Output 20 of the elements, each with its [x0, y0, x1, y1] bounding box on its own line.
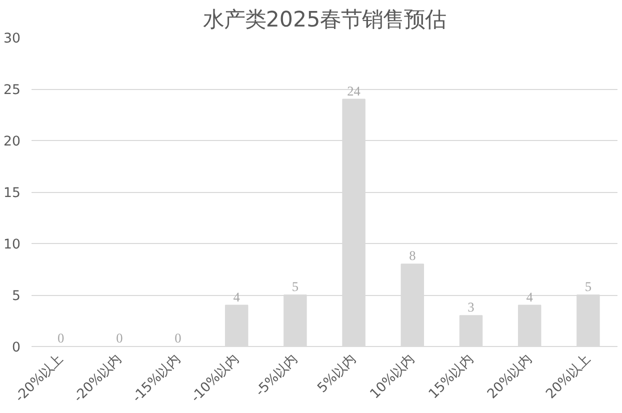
- data-label: 8: [409, 248, 416, 264]
- x-tick-label: -5%以内: [253, 352, 301, 400]
- chart-title: 水产类2025春节销售预估: [202, 8, 446, 32]
- data-label: 4: [233, 289, 240, 304]
- y-tick-label: 25: [4, 83, 21, 98]
- data-label: 0: [116, 330, 124, 346]
- data-label: 4: [526, 289, 534, 304]
- data-label: 0: [174, 330, 182, 346]
- y-tick-label: 30: [4, 32, 21, 46]
- data-label: 0: [57, 330, 64, 346]
- y-tick-label: 10: [4, 238, 21, 252]
- x-tick-label: 5%以内: [315, 352, 360, 396]
- data-label: 3: [468, 300, 475, 315]
- y-tick-label: 0: [12, 340, 21, 356]
- y-tick-label: 5: [12, 289, 21, 304]
- y-tick-label: 20: [4, 134, 21, 150]
- data-label: 24: [347, 83, 361, 98]
- data-label: 5: [292, 279, 299, 294]
- data-label: 5: [584, 279, 592, 294]
- y-tick-label: 15: [4, 186, 21, 201]
